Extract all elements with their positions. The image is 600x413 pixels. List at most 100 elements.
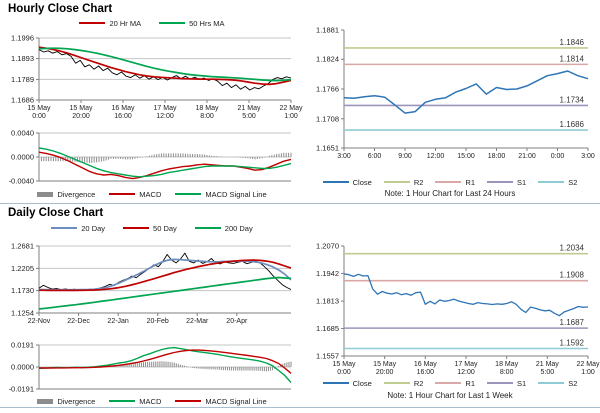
close-line <box>343 70 589 114</box>
close-swatch <box>322 181 349 183</box>
macd-signal-line-swatch <box>175 193 202 195</box>
svg-text:17 May: 17 May <box>154 105 177 112</box>
legend-label: R2 <box>413 177 424 187</box>
svg-text:22-Nov: 22-Nov <box>28 318 51 325</box>
svg-text:21:00: 21:00 <box>518 153 536 160</box>
svg-text:9:00: 9:00 <box>398 153 412 160</box>
legend-item-divergence: Divergence <box>37 397 95 406</box>
svg-text:22 May: 22 May <box>280 105 303 112</box>
svg-text:15 May: 15 May <box>70 105 93 112</box>
svg-text:16 May: 16 May <box>414 361 437 368</box>
svg-text:1.2205: 1.2205 <box>11 264 34 273</box>
close-swatch <box>322 382 349 384</box>
svg-text:3:00: 3:00 <box>581 153 595 160</box>
svg-text:12:00: 12:00 <box>427 153 445 160</box>
legend-label: S1 <box>517 378 527 388</box>
legend-label: S1 <box>517 177 527 187</box>
svg-text:1.1557: 1.1557 <box>316 352 339 361</box>
legend-item-close: Close <box>322 379 372 388</box>
legend-label: Divergence <box>57 189 96 199</box>
legend-item-r1: R1 <box>435 379 475 388</box>
s1-level-label: 1.1687 <box>560 318 585 327</box>
svg-text:21 May: 21 May <box>536 361 559 368</box>
legend-label: S2 <box>568 378 578 388</box>
50-day-line <box>38 259 292 292</box>
daily-macd-legend: Divergence MACD MACD Signal Line <box>6 395 298 407</box>
macd-line <box>38 346 292 383</box>
divergence-swatch <box>37 398 54 404</box>
legend-label: R1 <box>465 378 475 388</box>
svg-text:15 May: 15 May <box>373 361 396 368</box>
macd-signal-line-line <box>38 147 292 178</box>
svg-text:20-Feb: 20-Feb <box>147 318 169 325</box>
legend-item-macd: MACD <box>109 397 161 406</box>
svg-text:0:00: 0:00 <box>337 369 351 376</box>
legend-item-200-day: 200 Day <box>194 223 253 233</box>
svg-text:16 May: 16 May <box>112 105 135 112</box>
svg-text:0.0040: 0.0040 <box>11 129 34 138</box>
svg-text:0:00: 0:00 <box>32 113 46 120</box>
svg-text:1.1730: 1.1730 <box>11 286 34 295</box>
svg-text:1.1789: 1.1789 <box>11 75 34 84</box>
svg-text:17 May: 17 May <box>455 361 478 368</box>
svg-text:20:00: 20:00 <box>376 369 394 376</box>
h24-note: Note: 1 Hour Chart for Last 24 Hours <box>384 189 516 198</box>
legend-item-20-day: 20 Day <box>51 224 105 233</box>
r1-level-label: 1.1908 <box>560 271 585 280</box>
macd-swatch <box>109 400 136 402</box>
svg-text:1.1893: 1.1893 <box>11 54 34 63</box>
legend-item-s2: S2 <box>538 178 577 187</box>
svg-text:22 May: 22 May <box>577 361 600 368</box>
hourly-close-line <box>38 49 292 91</box>
svg-text:1.1651: 1.1651 <box>316 144 339 153</box>
legend-item-s2: S2 <box>538 379 577 388</box>
week-legend: Close R2 R1 S1 S2 <box>302 377 598 389</box>
svg-text:1.1881: 1.1881 <box>316 26 339 35</box>
macd-swatch <box>109 193 136 195</box>
legend-label: 20 Hr MA <box>109 18 142 28</box>
svg-text:18 May: 18 May <box>495 361 518 368</box>
svg-text:15 May: 15 May <box>333 361 356 368</box>
legend-item-macd: MACD <box>109 190 161 199</box>
svg-text:1:00: 1:00 <box>284 113 298 120</box>
50-hrs-ma-swatch <box>159 22 186 24</box>
legend-label: Close <box>352 177 372 187</box>
svg-text:15:00: 15:00 <box>457 153 475 160</box>
svg-text:1.2070: 1.2070 <box>316 242 339 251</box>
svg-text:21 May: 21 May <box>238 105 261 112</box>
svg-text:0:00: 0:00 <box>551 153 565 160</box>
legend-item-50-hrs-ma: 50 Hrs MA <box>159 18 225 28</box>
svg-text:12:00: 12:00 <box>457 369 475 376</box>
200-day-swatch <box>194 227 221 229</box>
s2-swatch <box>538 382 565 384</box>
legend-label: 50 Hrs MA <box>189 18 225 28</box>
svg-text:1.1254: 1.1254 <box>11 309 34 318</box>
macd-signal-line-line <box>38 349 292 374</box>
svg-text:22-Jan: 22-Jan <box>107 318 129 325</box>
svg-text:1.1708: 1.1708 <box>316 114 339 123</box>
r2-swatch <box>383 382 410 384</box>
r2-level-label: 1.1846 <box>560 38 585 47</box>
daily-macd-chart: 0.0191 0.0000 -0.0191 <box>9 341 292 394</box>
r2-swatch <box>383 181 410 183</box>
legend-label: 200 Day <box>224 223 253 233</box>
s2-level-label: 1.1592 <box>560 338 585 347</box>
svg-text:1.1813: 1.1813 <box>316 297 339 306</box>
svg-text:0.0000: 0.0000 <box>11 153 34 162</box>
svg-text:8:00: 8:00 <box>200 113 214 120</box>
legend-label: MACD <box>139 396 162 406</box>
hourly-ma-legend: 20 Hr MA 50 Hrs MA <box>6 17 298 29</box>
svg-text:3:00: 3:00 <box>337 153 351 160</box>
legend-label: S2 <box>568 177 578 187</box>
legend-item-r2: R2 <box>383 177 424 187</box>
macd-line <box>38 151 292 180</box>
hourly-chart-title: Hourly Close Chart <box>8 3 113 15</box>
legend-label: MACD <box>139 189 162 199</box>
svg-text:0.0191: 0.0191 <box>11 341 34 350</box>
svg-text:1.1686: 1.1686 <box>11 96 34 105</box>
svg-text:12:00: 12:00 <box>156 113 174 120</box>
r1-swatch <box>435 181 462 183</box>
